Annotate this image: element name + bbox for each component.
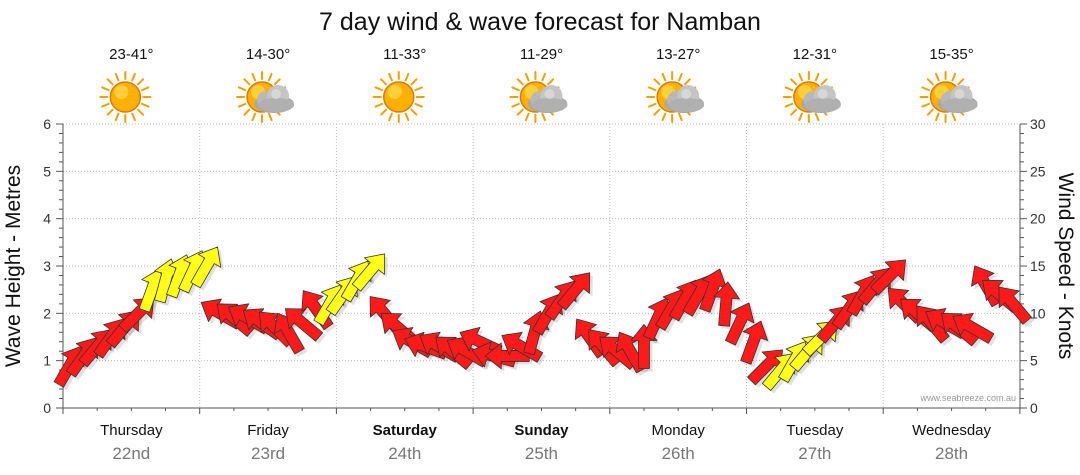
watermark: www.seabreeze.com.au — [919, 393, 1016, 403]
day-label: Wednesday — [912, 422, 991, 439]
partly-cloudy-icon — [646, 71, 705, 123]
sunny-icon — [372, 71, 425, 123]
partly-cloudy-icon — [236, 71, 295, 123]
y-left-tick-label: 5 — [43, 163, 51, 179]
y-right-tick-label: 0 — [1030, 400, 1038, 416]
wind-arrow — [713, 281, 740, 327]
y-right-tick-label: 30 — [1030, 116, 1046, 132]
partly-cloudy-icon — [509, 71, 568, 123]
day-label: Monday — [651, 422, 705, 439]
wind-arrow — [284, 308, 324, 342]
y-right-tick-label: 25 — [1030, 163, 1046, 179]
y-axis-right-title: Wind Speed - Knots — [1054, 173, 1077, 360]
day-label: Thursday — [100, 422, 163, 439]
temperature-range: 13-27° — [656, 46, 700, 63]
day-label: Friday — [247, 422, 289, 439]
wind-arrow — [724, 302, 755, 346]
day-label: Sunday — [514, 422, 569, 439]
wind-arrow — [998, 286, 1032, 325]
wind-arrow — [190, 246, 222, 289]
y-left-tick-label: 4 — [43, 211, 51, 227]
wind-arrow — [952, 312, 995, 344]
sunny-icon — [99, 71, 152, 123]
temperature-range: 12-31° — [793, 46, 837, 63]
partly-cloudy-icon — [782, 71, 841, 123]
wind-arrow — [870, 259, 906, 296]
day-date-label: 26th — [662, 444, 695, 463]
day-label: Saturday — [373, 422, 438, 439]
day-date-label: 27th — [798, 444, 831, 463]
temperature-range: 23-41° — [109, 46, 153, 63]
y-axis-left-title: Wave Height - Metres — [2, 165, 25, 367]
day-date-label: 23rd — [251, 444, 285, 463]
y-left-tick-label: 0 — [43, 400, 51, 416]
y-left-tick-label: 1 — [43, 353, 51, 369]
y-right-tick-label: 5 — [1030, 353, 1038, 369]
day-date-label: 28th — [935, 444, 968, 463]
temperature-range: 11-33° — [383, 46, 426, 63]
y-right-tick-label: 15 — [1030, 258, 1046, 274]
y-left-tick-label: 2 — [43, 305, 51, 321]
y-right-tick-label: 10 — [1030, 305, 1046, 321]
day-date-label: 25th — [525, 444, 558, 463]
y-left-tick-label: 6 — [43, 116, 51, 132]
wind-arrow — [351, 253, 386, 292]
temperature-range: 11-29° — [520, 46, 563, 63]
day-label: Tuesday — [786, 422, 843, 439]
wind-arrow — [740, 320, 769, 365]
partly-cloudy-icon — [919, 71, 978, 123]
y-left-tick-label: 3 — [43, 258, 51, 274]
y-right-tick-label: 20 — [1030, 211, 1046, 227]
temperature-range: 15-35° — [929, 46, 973, 63]
day-date-label: 24th — [388, 444, 421, 463]
day-date-label: 22nd — [112, 444, 150, 463]
temperature-range: 14-30° — [246, 46, 290, 63]
wind-arrow — [556, 272, 591, 311]
chart-title: 7 day wind & wave forecast for Namban — [319, 8, 761, 36]
